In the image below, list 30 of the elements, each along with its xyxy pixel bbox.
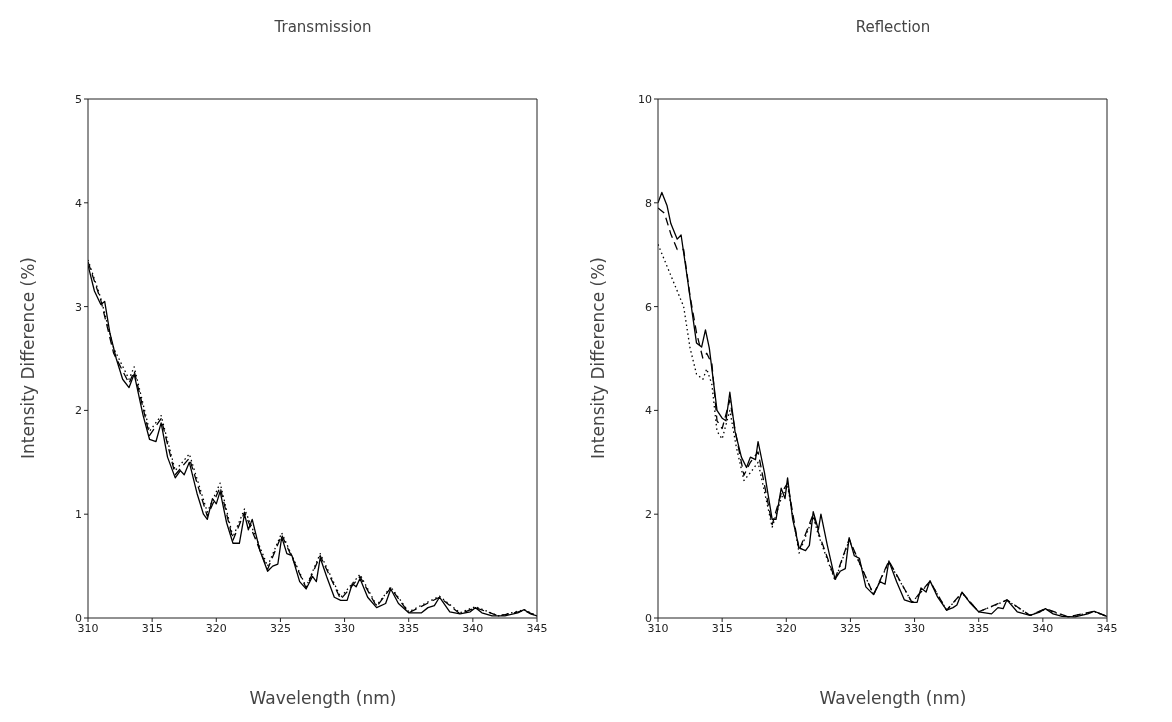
chart-title: Reflection bbox=[854, 17, 932, 38]
x-tick-label: 325 bbox=[269, 621, 291, 635]
x-axis-title: Wavelength (nm) bbox=[818, 688, 968, 708]
y-tick-label: 5 bbox=[75, 92, 82, 106]
x-tick-label: 345 bbox=[526, 621, 548, 635]
chart-title: Transmission bbox=[273, 17, 373, 38]
x-tick-label: 330 bbox=[334, 621, 356, 635]
x-tick-label: 340 bbox=[462, 621, 484, 635]
x-tick-label: 330 bbox=[904, 621, 926, 635]
y-tick-label: 4 bbox=[645, 404, 652, 418]
x-tick-label: 315 bbox=[141, 621, 163, 635]
y-tick-label: 2 bbox=[75, 404, 82, 418]
x-tick-label: 320 bbox=[205, 621, 227, 635]
y-tick-label: 6 bbox=[645, 300, 652, 314]
x-tick-label: 345 bbox=[1096, 621, 1118, 635]
x-tick-label: 325 bbox=[839, 621, 861, 635]
x-tick-label: 335 bbox=[968, 621, 990, 635]
y-tick-label: 3 bbox=[75, 300, 82, 314]
y-tick-label: 1 bbox=[75, 508, 82, 522]
x-tick-label: 340 bbox=[1032, 621, 1054, 635]
y-axis-title: Intensity Difference (%) bbox=[18, 257, 38, 459]
x-tick-label: 320 bbox=[775, 621, 797, 635]
y-tick-label: 10 bbox=[638, 92, 652, 106]
y-tick-label: 2 bbox=[645, 508, 652, 522]
x-tick-label: 335 bbox=[398, 621, 420, 635]
y-axis-title: Intensity Difference (%) bbox=[588, 257, 608, 459]
x-tick-label: 315 bbox=[711, 621, 733, 635]
y-tick-label: 8 bbox=[645, 196, 652, 210]
x-axis-title: Wavelength (nm) bbox=[248, 688, 398, 708]
y-tick-label: 4 bbox=[75, 196, 82, 210]
